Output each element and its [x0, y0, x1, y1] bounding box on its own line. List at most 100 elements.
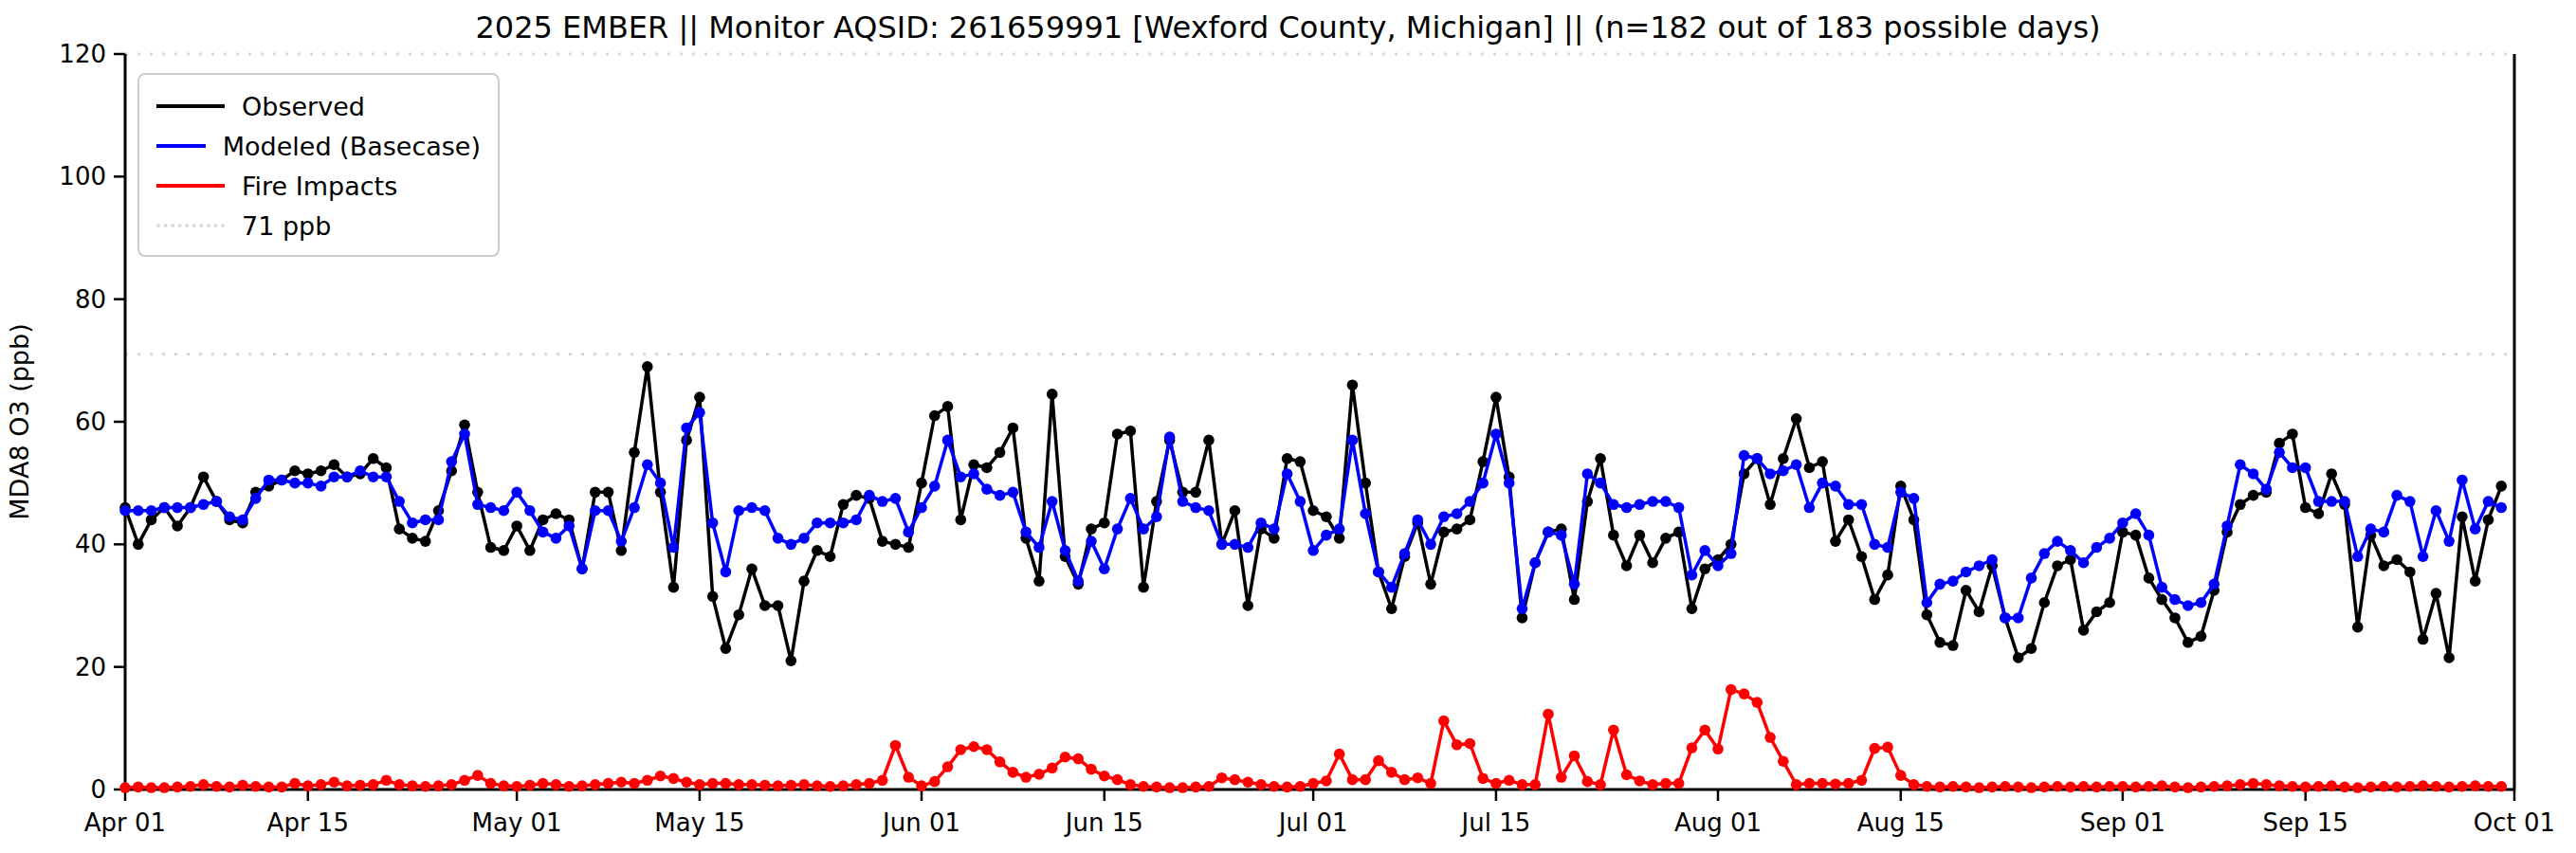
observed-point — [2287, 428, 2298, 440]
observed-point — [2156, 594, 2167, 606]
observed-point — [642, 361, 653, 372]
fire-impacts-point — [655, 771, 667, 782]
observed-point — [1295, 456, 1306, 467]
modeled-basecase-point — [289, 478, 301, 489]
observed-point — [590, 487, 601, 499]
observed-point — [1008, 423, 1019, 434]
modeled-basecase-point — [694, 408, 705, 419]
modeled-basecase-point — [393, 496, 405, 507]
modeled-basecase-point — [2038, 548, 2050, 559]
observed-point — [2431, 588, 2442, 599]
observed-point — [1047, 389, 1058, 400]
modeled-basecase-point — [825, 517, 836, 529]
fire-impacts-point — [211, 781, 223, 792]
modeled-basecase-point — [1164, 431, 1176, 443]
fire-impacts-point — [1465, 738, 1476, 750]
modeled-basecase-point — [655, 478, 667, 489]
modeled-basecase-point — [773, 533, 784, 544]
modeled-basecase-point — [2443, 535, 2455, 547]
fire-impacts-point — [1869, 743, 1880, 754]
modeled-basecase-point — [681, 423, 692, 434]
fire-impacts-point — [250, 781, 262, 792]
fire-impacts-point — [133, 782, 144, 793]
modeled-basecase-point — [1151, 511, 1162, 522]
modeled-basecase-point — [1099, 563, 1110, 574]
fire-impacts-point — [1778, 755, 1789, 767]
fire-impacts-point — [1934, 782, 1946, 793]
fire-impacts-point — [1334, 749, 1345, 760]
fire-impacts-point — [746, 779, 758, 790]
modeled-basecase-point — [1647, 496, 1658, 507]
modeled-basecase-point — [1242, 542, 1253, 554]
observed-point — [1660, 533, 1672, 544]
fire-impacts-point — [159, 782, 171, 793]
modeled-basecase-point — [1699, 545, 1710, 556]
observed-point — [942, 401, 954, 412]
fire-impacts-point — [995, 756, 1006, 768]
modeled-basecase-point — [1020, 527, 1032, 538]
fire-impacts-point — [1112, 774, 1124, 786]
modeled-basecase-point — [1138, 523, 1149, 535]
modeled-basecase-point — [968, 468, 979, 480]
observed-point — [1817, 456, 1828, 467]
observed-point — [1321, 511, 1332, 522]
modeled-basecase-point — [785, 539, 796, 551]
modeled-basecase-point — [2169, 594, 2181, 606]
modeled-basecase-point — [1909, 493, 1920, 504]
modeled-basecase-point — [850, 515, 862, 526]
fire-impacts-point — [1347, 774, 1359, 786]
fire-impacts-point — [2038, 782, 2050, 793]
modeled-basecase-point — [264, 475, 275, 486]
x-tick-label: Oct 01 — [2474, 808, 2555, 837]
modeled-basecase-point — [433, 515, 445, 526]
modeled-basecase-point — [224, 511, 235, 522]
observed-point — [2092, 607, 2103, 618]
fire-impacts-point — [1699, 724, 1710, 735]
observed-point — [1791, 413, 1802, 425]
observed-point — [2326, 468, 2337, 480]
modeled-basecase-point — [1190, 502, 1201, 514]
modeled-basecase-point — [1269, 523, 1280, 535]
y-tick-label: 0 — [90, 775, 106, 804]
modeled-basecase-point — [1739, 450, 1750, 462]
observed-point — [2196, 631, 2207, 643]
modeled-basecase-point — [459, 428, 470, 440]
fire-impacts-point — [2104, 781, 2115, 792]
modeled-basecase-point — [1438, 511, 1450, 522]
observed-point — [1699, 563, 1710, 574]
modeled-basecase-point — [2235, 459, 2246, 470]
fire-impacts-point — [681, 776, 692, 788]
fire-impacts-point — [1452, 739, 1463, 751]
observed-point — [1490, 391, 1502, 403]
modeled-basecase-point — [721, 567, 732, 578]
modeled-basecase-point — [2495, 502, 2507, 514]
observed-point — [1856, 551, 1868, 562]
modeled-basecase-point — [172, 502, 183, 514]
fire-impacts-point — [1817, 778, 1828, 789]
fire-impacts-point — [890, 740, 902, 752]
modeled-basecase-point — [302, 478, 314, 489]
modeled-basecase-point — [1660, 496, 1672, 507]
modeled-basecase-point — [615, 535, 627, 547]
modeled-basecase-point — [1347, 435, 1359, 446]
observed-point — [316, 465, 327, 477]
fire-impacts-point — [1621, 770, 1633, 781]
fire-impacts-point — [1242, 776, 1253, 788]
fire-impacts-point — [2443, 782, 2455, 793]
fire-impacts-point — [2078, 781, 2090, 792]
observed-point — [1569, 594, 1580, 606]
observed-point — [2183, 637, 2194, 648]
modeled-basecase-point — [2144, 530, 2155, 541]
fire-impacts-point — [472, 770, 484, 781]
fire-impacts-point — [1230, 774, 1241, 786]
modeled-basecase-point — [420, 515, 431, 526]
fire-line-sample — [156, 184, 225, 188]
y-tick-label: 100 — [59, 162, 106, 191]
observed-point — [1125, 426, 1137, 437]
modeled-basecase-point — [1608, 499, 1619, 511]
fire-impacts-point — [2144, 781, 2155, 792]
observed-point — [1974, 607, 1985, 618]
fire-impacts-point — [119, 782, 131, 793]
observed-point — [2248, 490, 2259, 501]
modeled-basecase-point — [485, 502, 497, 514]
